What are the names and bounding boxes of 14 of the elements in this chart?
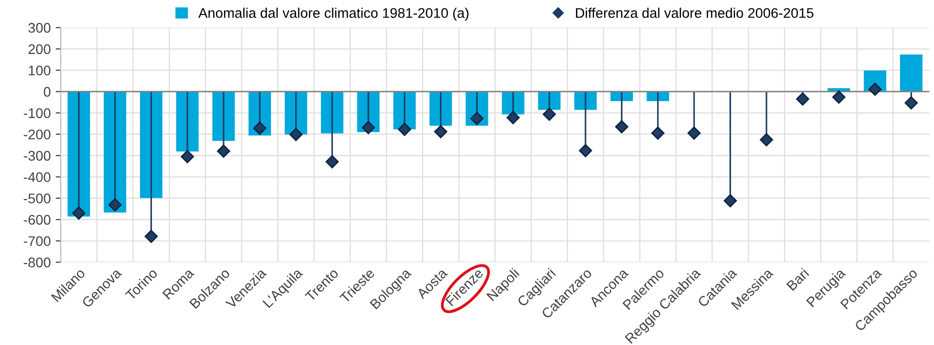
legend-label: Differenza dal valore medio 2006-2015 [576, 8, 814, 18]
y-tick-label: -100 [24, 108, 50, 118]
legend-label: Anomalia dal valore climatico 1981-2010 (a) [198, 8, 468, 21]
y-tick-label: 300 [28, 22, 50, 33]
y-tick-label: 100 [28, 66, 50, 76]
y-tick-label: -800 [24, 258, 50, 268]
y-tick-label: 0 [44, 86, 50, 97]
y-tick-label: 200 [28, 44, 50, 54]
y-tick-label: -300 [24, 150, 50, 161]
y-tick-label: -700 [24, 236, 50, 246]
y-tick-label: -500 [24, 194, 50, 204]
y-tick-label: -600 [24, 214, 50, 225]
y-tick-label: -400 [24, 172, 50, 182]
y-tick-label: -200 [24, 130, 50, 140]
